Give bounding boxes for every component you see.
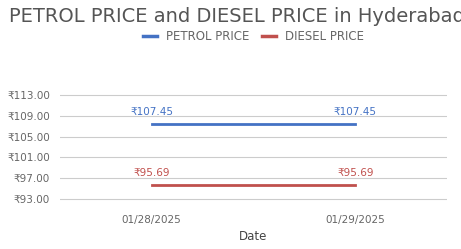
Text: ₹95.69: ₹95.69 [337, 168, 374, 178]
Text: ₹95.69: ₹95.69 [133, 168, 170, 178]
Text: PETROL PRICE and DIESEL PRICE in Hyderabad: PETROL PRICE and DIESEL PRICE in Hyderab… [9, 7, 461, 26]
X-axis label: Date: Date [239, 230, 268, 243]
Text: ₹107.45: ₹107.45 [130, 107, 173, 117]
Legend: PETROL PRICE, DIESEL PRICE: PETROL PRICE, DIESEL PRICE [138, 25, 369, 47]
Text: ₹107.45: ₹107.45 [334, 107, 377, 117]
